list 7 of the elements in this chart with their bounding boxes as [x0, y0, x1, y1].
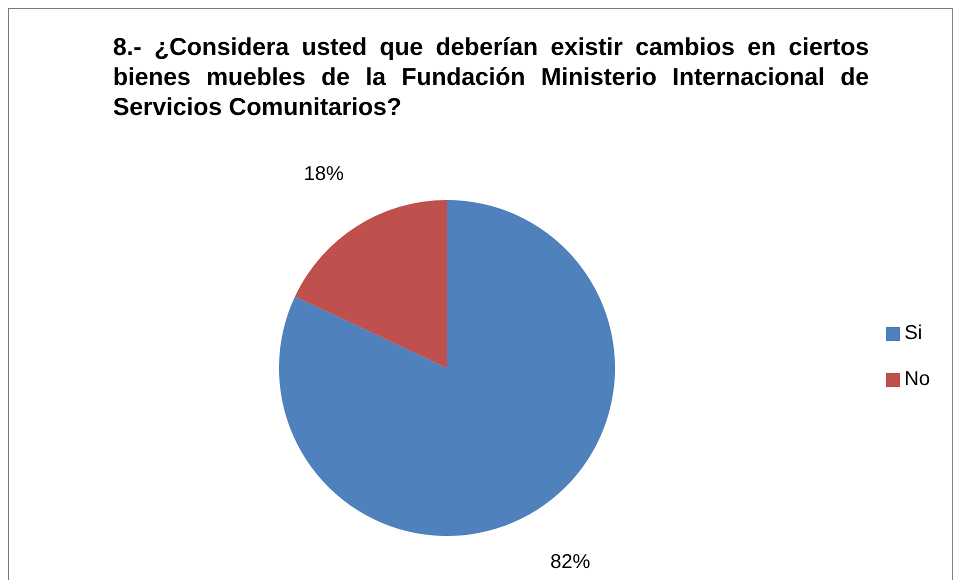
pie-slice — [294, 200, 447, 368]
pie-slice — [279, 200, 615, 536]
data-label: 82% — [550, 551, 590, 574]
legend-label: No — [904, 368, 930, 390]
legend-label: Si — [904, 322, 922, 344]
data-label: 18% — [304, 162, 344, 185]
chart-title: 8.- ¿Considera usted que deberían existir cambios en ciertos bienes muebles de la Fundación Ministerio Internacional de Servicios Comunitarios? — [113, 33, 869, 123]
